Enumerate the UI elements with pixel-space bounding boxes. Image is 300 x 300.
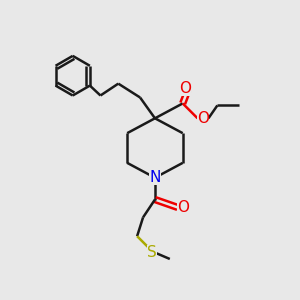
- Text: O: O: [197, 111, 209, 126]
- Text: N: N: [149, 170, 161, 185]
- Text: S: S: [147, 244, 157, 260]
- Text: O: O: [177, 200, 189, 215]
- Text: O: O: [179, 81, 191, 96]
